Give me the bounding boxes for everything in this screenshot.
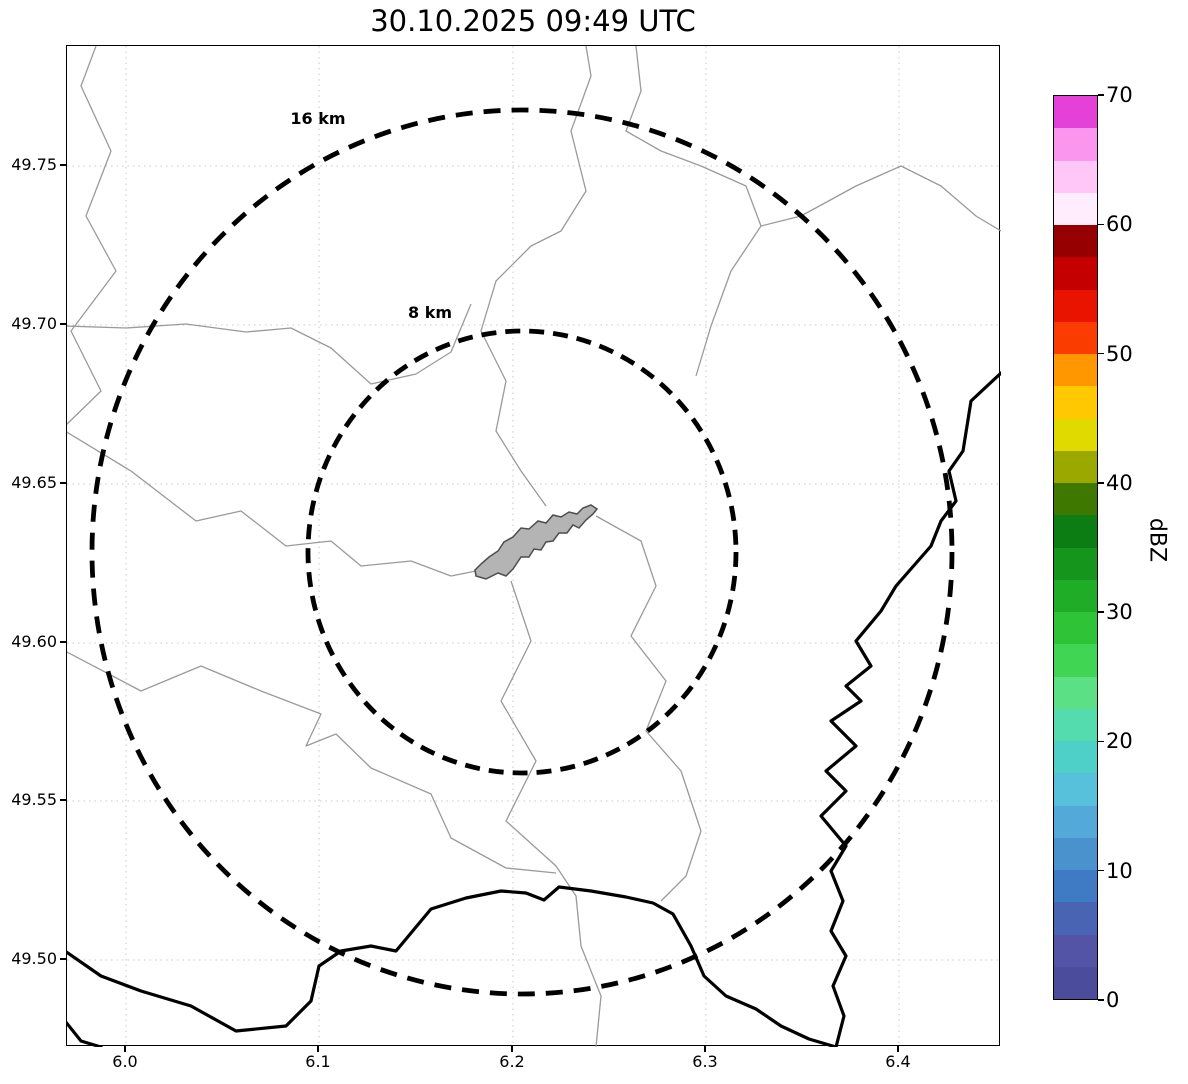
colorbar-tick-mark [1098,740,1104,743]
map-canvas: 16 km 8 km [67,46,1001,1047]
city-area-polygon [474,504,599,580]
colorbar-band [1054,547,1097,580]
colorbar-band [1054,289,1097,322]
colorbar-tick-mark [1098,611,1104,613]
outer-ring-label: 16 km [290,109,345,128]
colorbar-tick-label: 30 [1106,600,1133,625]
y-tick-label: 49.55 [11,790,57,809]
x-tick-label: 6.2 [499,1052,525,1071]
y-tick-mark [60,799,66,801]
colorbar-tick-label: 0 [1106,988,1120,1012]
colorbar-tick-label: 70 [1106,83,1133,107]
y-tick-mark [60,164,66,166]
range-ring-8km [305,328,739,776]
y-tick-label: 49.60 [11,632,57,651]
x-tick-label: 6.1 [305,1052,331,1071]
colorbar-band [1054,354,1097,387]
range-ring-16km [89,107,955,997]
x-tick-mark [124,1046,126,1052]
x-tick-mark [511,1046,513,1052]
colorbar-tick-label: 10 [1106,858,1133,883]
colorbar-tick-label: 20 [1106,729,1133,754]
colorbar-band [1054,579,1097,612]
colorbar-band [1054,418,1097,451]
colorbar-band [1054,96,1097,129]
colorbar-tick-mark [1098,223,1104,226]
colorbar-band [1054,612,1097,645]
x-tick-mark [704,1046,706,1052]
y-tick-label: 49.75 [11,155,57,174]
y-tick-label: 49.50 [11,949,57,968]
colorbar-band [1054,934,1097,967]
x-tick-label: 6.3 [692,1052,718,1071]
colorbar-band [1054,515,1097,548]
colorbar-band [1054,644,1097,677]
y-tick-mark [60,482,66,484]
colorbar-band [1054,321,1097,354]
admin-boundary-lines [67,46,1001,1047]
radar-map-plot: 16 km 8 km [66,45,1001,1047]
colorbar-band [1054,676,1097,709]
colorbar-band [1054,708,1097,741]
colorbar-band [1054,870,1097,903]
colorbar-band [1054,741,1097,774]
colorbar-tick-label: 60 [1106,212,1133,237]
x-tick-mark [317,1046,319,1052]
colorbar-tick-mark [1098,482,1104,484]
colorbar-tick-label: 40 [1106,470,1133,495]
colorbar-band [1054,128,1097,161]
colorbar-band [1054,837,1097,870]
colorbar-band [1054,450,1097,483]
inner-ring-label: 8 km [408,303,452,322]
colorbar-band [1054,160,1097,193]
colorbar-band [1054,225,1097,258]
timestamp-title: 30.10.2025 09:49 UTC [370,4,696,38]
colorbar-tick-mark [1098,94,1104,96]
colorbar [1053,95,1098,1000]
colorbar-band [1054,192,1097,225]
range-rings [89,107,955,997]
x-tick-label: 6.4 [885,1052,911,1071]
colorbar-band [1054,805,1097,838]
colorbar-band [1054,966,1097,999]
x-tick-label: 6.0 [112,1052,138,1071]
colorbar-band [1054,773,1097,806]
y-tick-mark [60,641,66,643]
colorbar-tick-mark [1098,999,1104,1001]
colorbar-tick-label: 50 [1106,341,1133,366]
colorbar-band [1054,257,1097,290]
colorbar-tick-mark [1098,352,1104,355]
y-tick-label: 49.65 [11,473,57,492]
colorbar-band [1054,902,1097,935]
y-tick-mark [60,958,66,960]
national-border-lines [67,371,1001,1047]
y-tick-label: 49.70 [11,314,57,333]
colorbar-unit-label: dBZ [1144,517,1170,563]
colorbar-band [1054,483,1097,516]
y-tick-mark [60,323,66,325]
x-tick-mark [897,1046,899,1052]
colorbar-band [1054,386,1097,419]
colorbar-tick-mark [1098,869,1104,872]
